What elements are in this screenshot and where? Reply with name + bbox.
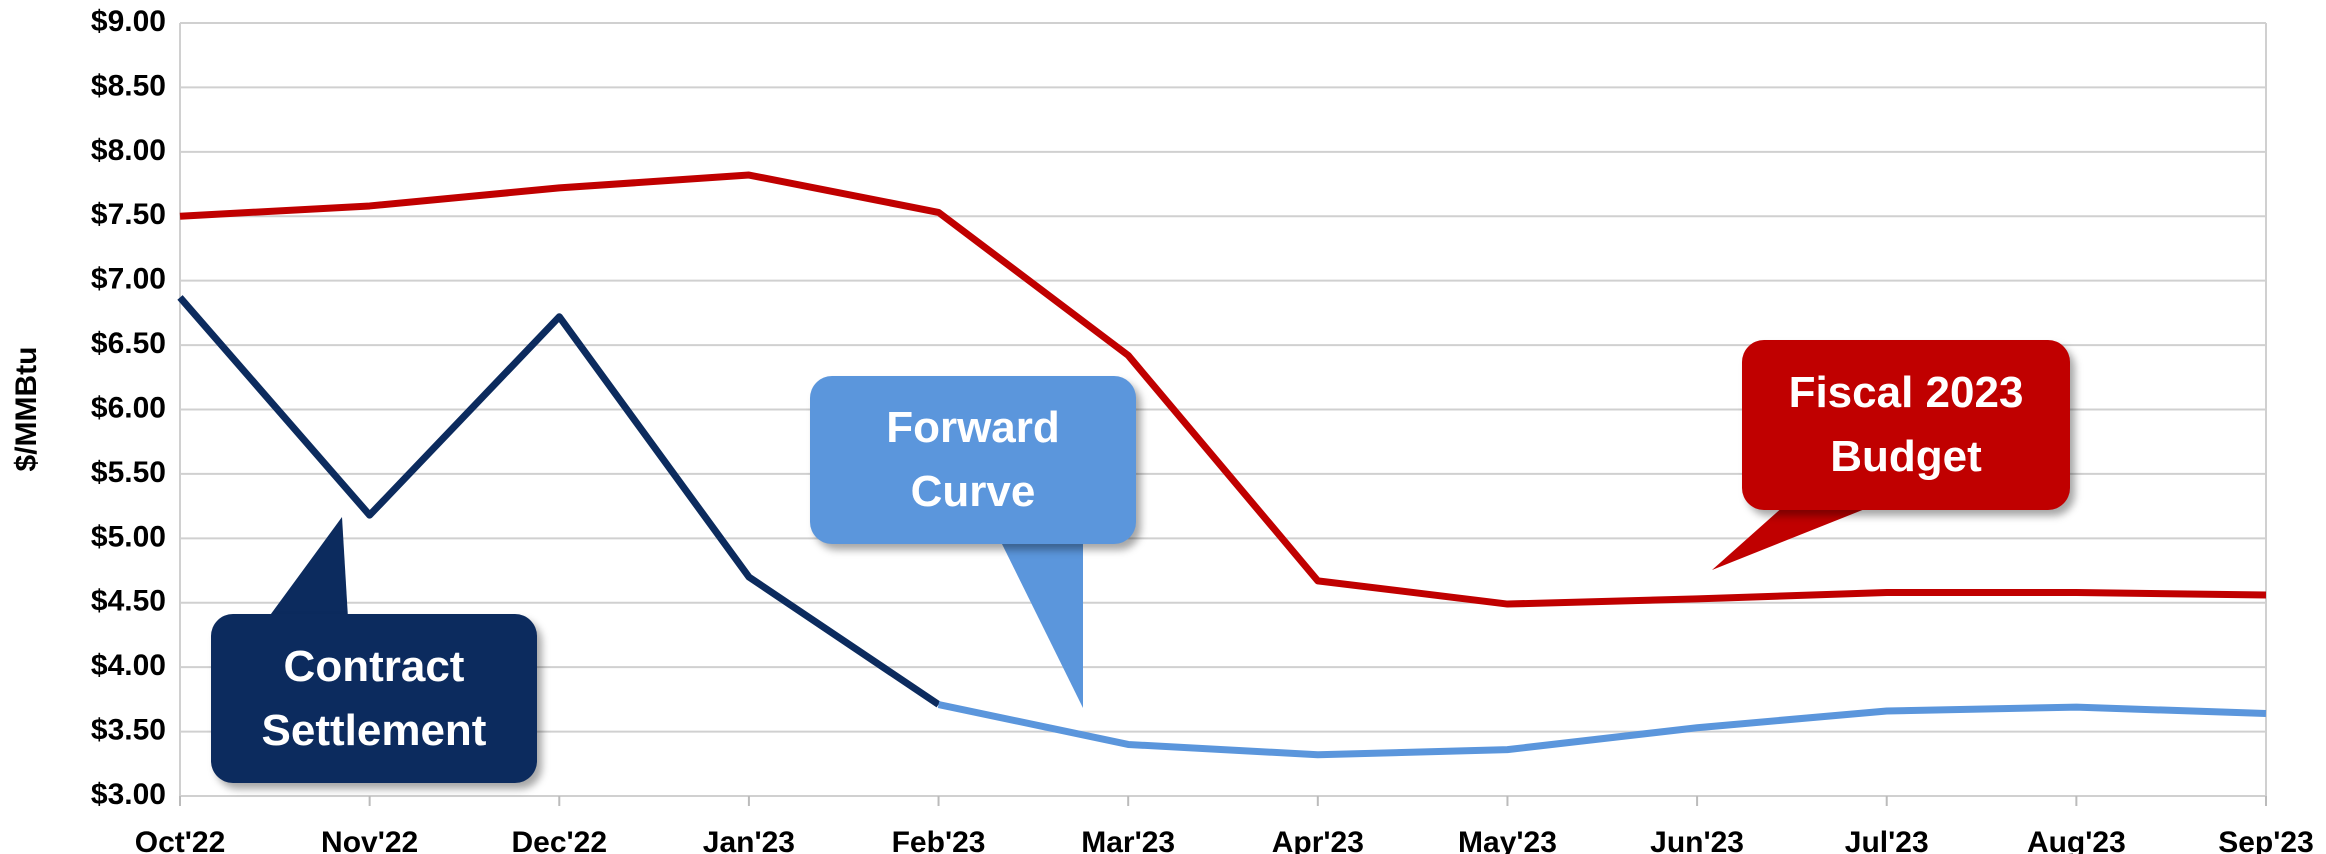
legend-callout: Contract Settlement [211, 614, 537, 783]
x-tick-label: Apr'23 [1272, 826, 1364, 854]
y-tick-label: $3.00 [91, 778, 166, 811]
x-tick-label: Jul'23 [1845, 826, 1929, 854]
y-tick-label: $6.00 [91, 391, 166, 424]
legend-callout: Fiscal 2023 Budget [1742, 340, 2070, 510]
series-line [937, 701, 2267, 759]
series-line [177, 295, 941, 708]
x-tick-label: Aug'23 [2027, 826, 2126, 854]
y-tick-label: $7.50 [91, 198, 166, 231]
y-axis-label: $/MMBtu [10, 347, 43, 472]
y-tick-label: $4.50 [91, 585, 166, 618]
y-tick-label: $8.50 [91, 69, 166, 102]
y-tick-label: $5.50 [91, 456, 166, 489]
y-tick-label: $8.00 [91, 134, 166, 167]
callout-pointer [268, 517, 348, 618]
x-tick-label: Mar'23 [1081, 826, 1175, 854]
y-tick-label: $6.50 [91, 327, 166, 360]
x-tick-label: Sep'23 [2218, 826, 2314, 854]
x-tick-label: Jan'23 [703, 826, 795, 854]
y-tick-label: $9.00 [91, 5, 166, 38]
y-tick-label: $5.00 [91, 520, 166, 553]
x-tick-label: Feb'23 [892, 826, 986, 854]
callout-pointer [1712, 505, 1875, 570]
x-tick-label: May'23 [1458, 826, 1557, 854]
series-line [179, 171, 2267, 608]
y-tick-label: $4.00 [91, 649, 166, 682]
y-tick-label: $3.50 [91, 714, 166, 747]
x-tick-label: Oct'22 [135, 826, 226, 854]
x-tick-label: Dec'22 [511, 826, 607, 854]
x-tick-label: Nov'22 [321, 826, 418, 854]
y-tick-label: $7.00 [91, 263, 166, 296]
x-tick-label: Jun'23 [1650, 826, 1744, 854]
callout-pointer [1000, 540, 1083, 708]
legend-callout: Forward Curve [810, 376, 1136, 544]
